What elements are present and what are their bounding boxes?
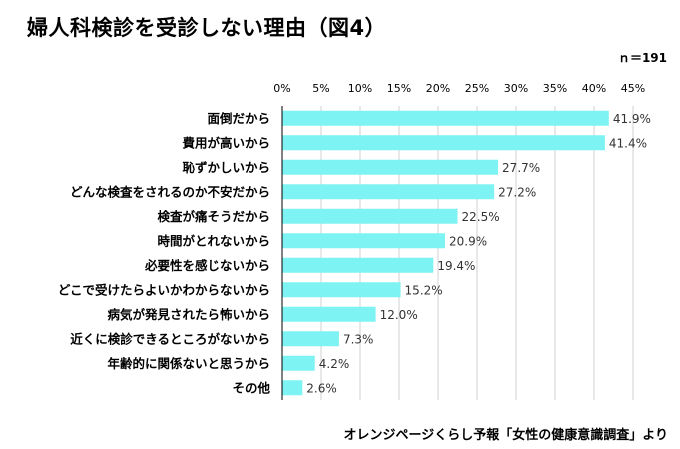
bar (282, 331, 339, 347)
value-label: 22.5% (462, 210, 500, 224)
category-label: 近くに検診できるところがないから (70, 331, 270, 346)
bar (282, 282, 401, 298)
category-label: 費用が高いから (182, 135, 270, 150)
bar (282, 110, 609, 126)
bar (282, 184, 495, 200)
value-labels: 41.9% 41.4% 27.7% 27.2% 22.5% 20.9% 19.4% 15.2%… (306, 112, 651, 396)
bar (282, 233, 446, 249)
value-label: 27.7% (502, 161, 540, 175)
category-label: 必要性を感じないから (144, 258, 270, 273)
x-tick-label: 30% (504, 82, 528, 95)
category-label: 面倒だから (207, 111, 270, 126)
bar (282, 159, 499, 175)
x-axis-ticks: 0% 5% 10% 15% 20% 25% 30% 35% 40% 45% (273, 82, 645, 95)
category-label: どんな検査をされるのか不安だから (70, 184, 270, 199)
bar (282, 135, 605, 151)
source-note: オレンジページくらし予報「女性の健康意識調査」より (343, 428, 668, 443)
x-tick-label: 20% (426, 82, 450, 95)
sample-size-label: ｎ＝191 (617, 51, 667, 65)
value-label: 41.4% (609, 136, 647, 150)
category-label: 時間がとれないから (157, 233, 270, 248)
bars (282, 110, 609, 396)
value-label: 15.2% (405, 283, 443, 297)
value-label: 27.2% (498, 185, 536, 199)
category-label: 年齢的に関係ないと思うから (107, 356, 270, 371)
x-tick-label: 45% (621, 82, 645, 95)
value-label: 20.9% (449, 234, 487, 248)
chart-title: 婦人科検診を受診しない理由（図4） (27, 16, 387, 40)
value-label: 4.2% (319, 357, 350, 371)
category-label: その他 (232, 380, 270, 395)
value-label: 12.0% (380, 308, 418, 322)
x-tick-label: 0% (273, 82, 290, 95)
x-tick-label: 25% (465, 82, 489, 95)
value-label: 2.6% (306, 381, 337, 395)
grid-lines (320, 106, 634, 400)
x-tick-label: 15% (387, 82, 411, 95)
category-label: どこで受けたらよいかわからないから (58, 282, 270, 297)
x-tick-label: 10% (348, 82, 372, 95)
value-label: 7.3% (343, 332, 374, 346)
x-tick-label: 40% (582, 82, 606, 95)
bar (282, 355, 315, 371)
value-label: 41.9% (613, 112, 651, 126)
category-labels: 面倒だから費用が高いから恥ずかしいからどんな検査をされるのか不安だから検査が痛そ… (58, 111, 271, 396)
bar (282, 208, 458, 224)
category-label: 検査が痛そうだから (157, 209, 270, 224)
x-tick-label: 5% (312, 82, 329, 95)
category-label: 恥ずかしいから (182, 160, 270, 175)
x-tick-label: 35% (543, 82, 567, 95)
bar (282, 380, 303, 396)
category-label: 病気が発見されたら怖いから (107, 307, 270, 322)
bar (282, 257, 434, 273)
value-label: 19.4% (437, 259, 475, 273)
bar (282, 306, 376, 322)
